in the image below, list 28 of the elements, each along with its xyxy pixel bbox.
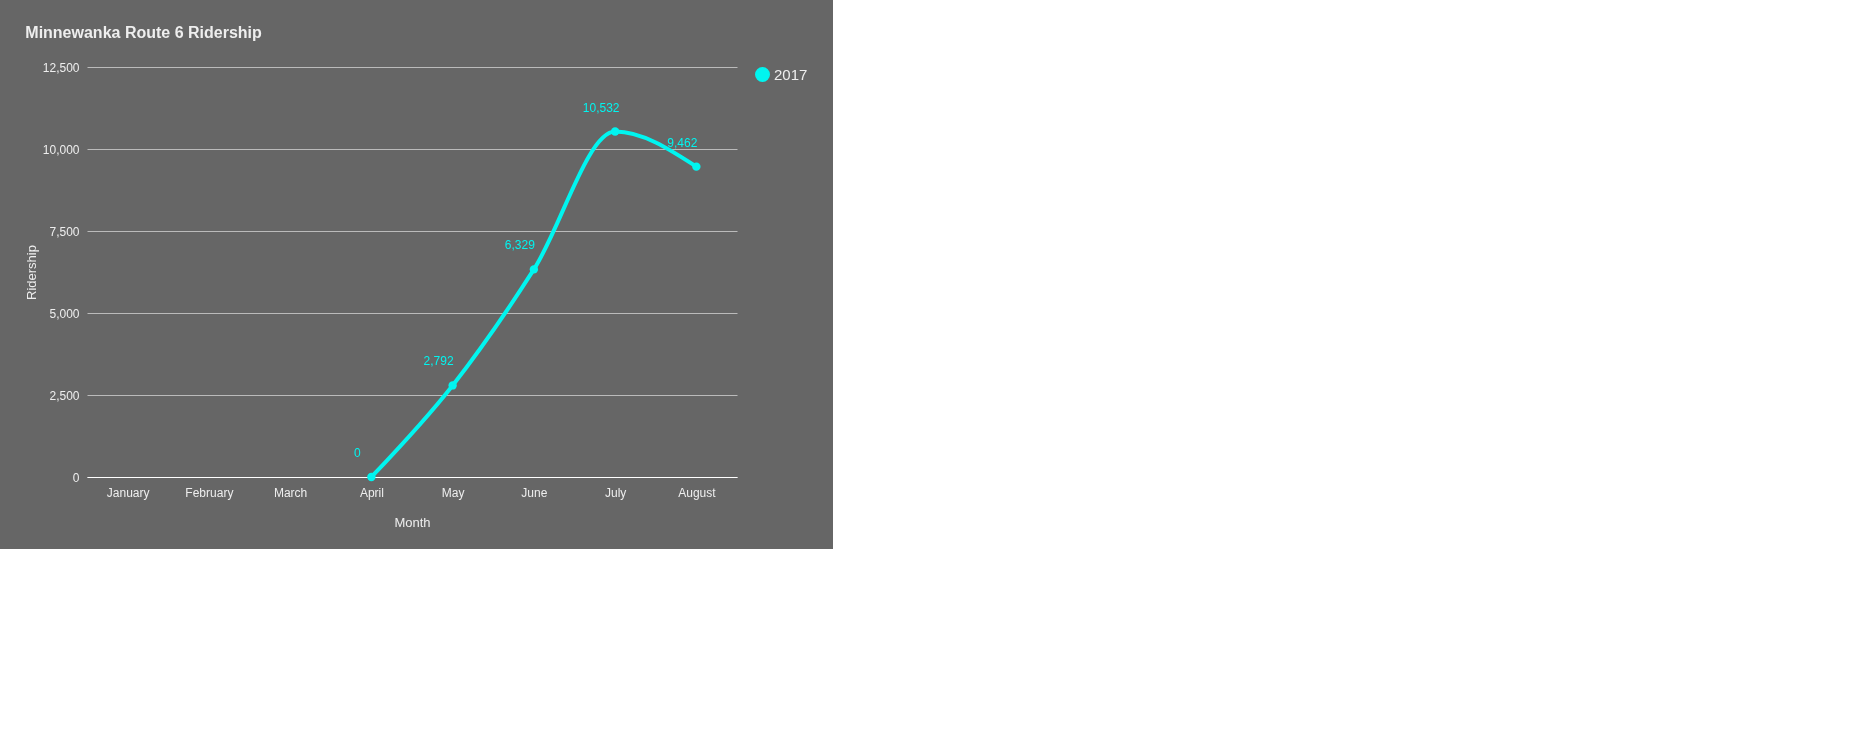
point (692, 162, 701, 171)
x-tick-label: May (441, 485, 465, 500)
legend-label: 2017 (774, 65, 808, 83)
x-tick-label: April (359, 485, 384, 500)
point (529, 265, 539, 274)
point (367, 472, 376, 482)
x-tick-label: August (678, 485, 717, 500)
data-label: 10,532 (582, 100, 620, 115)
data-label: 0 (354, 446, 362, 460)
x-tick-label: July (604, 485, 627, 500)
y-tick-label: 10,000 (42, 142, 80, 157)
point (448, 381, 457, 390)
y-tick-label: 0 (72, 470, 80, 485)
chart-title: Minnewanka Route 6 Ridership (25, 24, 263, 41)
x-axis-title: Month (394, 514, 431, 530)
x-tick-label: January (106, 485, 150, 500)
y-tick-label: 5,000 (49, 306, 80, 321)
y-axis-title: Ridership (23, 245, 39, 300)
x-tick-label: February (185, 485, 234, 500)
y-tick-label: 2,500 (49, 388, 80, 403)
y-tick-label: 7,500 (49, 224, 80, 239)
x-tick-label: June (521, 485, 548, 500)
data-label: 6,329 (504, 238, 536, 253)
data-label: 2,792 (423, 354, 454, 369)
y-tick-label: 12,500 (42, 60, 80, 75)
data-label: 9,462 (667, 135, 698, 150)
point (610, 127, 620, 136)
x-tick-label: March (273, 485, 308, 500)
